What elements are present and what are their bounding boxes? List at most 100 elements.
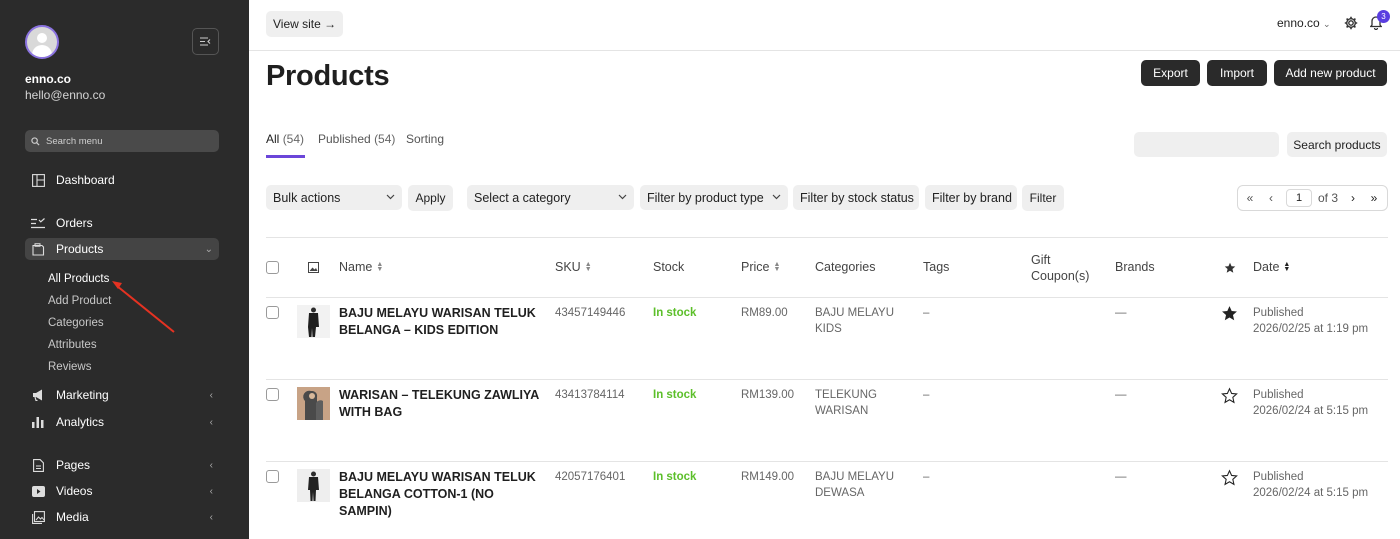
store-selector[interactable]: enno.co ⌄ (1277, 16, 1331, 30)
product-thumbnail[interactable] (297, 387, 330, 420)
sidebar-item-label: Marketing (56, 388, 109, 402)
column-label: Name (339, 260, 373, 274)
product-sku: 43413784114 (555, 389, 625, 401)
sidebar-item-videos[interactable]: Videos ‹ (25, 480, 219, 502)
page-icon (30, 457, 46, 473)
sidebar: enno.co hello@enno.co Search menu Dashbo… (0, 0, 249, 539)
chevron-down-icon (772, 194, 781, 200)
prev-page-button[interactable]: ‹ (1269, 191, 1273, 205)
sidebar-item-orders[interactable]: Orders (25, 212, 219, 234)
product-type-select[interactable]: Filter by product type (640, 185, 788, 210)
first-page-button[interactable]: « (1246, 191, 1254, 205)
bulk-actions-select[interactable]: Bulk actions (266, 185, 402, 210)
sidebar-item-label: Videos (56, 484, 93, 498)
sidebar-subitem-add-product[interactable]: Add Product (48, 295, 112, 307)
export-button[interactable]: Export (1141, 60, 1200, 86)
sidebar-subitem-all-products[interactable]: All Products (48, 273, 110, 285)
product-name-line: WARISAN – TELEKUNG ZAWLIYA (339, 388, 540, 402)
brand-select[interactable]: Filter by brand (925, 185, 1017, 210)
featured-star-icon (1224, 262, 1236, 273)
dashboard-icon (30, 172, 46, 188)
sidebar-subitem-attributes[interactable]: Attributes (48, 339, 97, 351)
featured-star-icon[interactable] (1221, 305, 1238, 322)
filter-button[interactable]: Filter (1022, 185, 1064, 211)
category-select[interactable]: Select a category (467, 185, 634, 210)
search-menu-placeholder: Search menu (46, 135, 103, 147)
tab-sorting[interactable]: Sorting (406, 132, 445, 146)
video-icon (30, 483, 46, 499)
search-menu-input[interactable]: Search menu (25, 130, 219, 152)
divider (266, 237, 1388, 238)
row-checkbox[interactable] (266, 306, 279, 319)
product-thumbnail[interactable] (297, 469, 330, 502)
page-title: Products (266, 60, 390, 92)
product-sku: 42057176401 (555, 471, 626, 483)
chevron-left-icon: ‹ (209, 511, 213, 523)
column-stock: Stock (653, 260, 685, 274)
product-date: Published 2026/02/25 at 1:19 pm (1253, 305, 1368, 337)
sidebar-subitem-reviews[interactable]: Reviews (48, 361, 92, 373)
product-categories[interactable]: TELEKUNG WARISAN (815, 387, 877, 419)
category-line: WARISAN (815, 405, 869, 417)
product-thumbnail[interactable] (297, 305, 330, 338)
chevron-down-icon: ⌄ (204, 243, 213, 255)
row-checkbox[interactable] (266, 470, 279, 483)
media-icon (30, 509, 46, 525)
star-outline-icon[interactable] (1221, 469, 1238, 486)
publish-date: 2026/02/24 at 5:15 pm (1253, 487, 1369, 499)
sidebar-item-pages[interactable]: Pages ‹ (25, 454, 219, 476)
tab-all[interactable]: All (54) (266, 132, 304, 146)
chevron-left-icon: ‹ (209, 485, 213, 497)
publish-date: 2026/02/25 at 1:19 pm (1253, 323, 1369, 335)
import-button[interactable]: Import (1207, 60, 1267, 86)
chevron-down-icon (618, 194, 627, 200)
product-type-value: Filter by product type (647, 190, 764, 205)
product-name-line: BELANGA COTTON-1 (NO SAMPIN) (339, 487, 494, 518)
last-page-button[interactable]: » (1370, 191, 1378, 205)
sidebar-item-dashboard[interactable]: Dashboard (25, 169, 219, 191)
column-brands: Brands (1115, 260, 1155, 274)
column-price[interactable]: Price ▲ ▼ (741, 260, 780, 274)
next-page-button[interactable]: › (1351, 191, 1355, 205)
stock-status-select[interactable]: Filter by stock status (793, 185, 919, 210)
star-outline-icon[interactable] (1221, 387, 1238, 404)
column-name[interactable]: Name ▲ ▼ (339, 260, 383, 274)
sidebar-item-marketing[interactable]: Marketing ‹ (25, 384, 219, 406)
bar-chart-icon (30, 414, 46, 430)
column-label: SKU (555, 260, 581, 274)
collapse-sidebar-button[interactable] (192, 28, 219, 55)
sidebar-subitem-categories[interactable]: Categories (48, 317, 104, 329)
brand-value: Filter by brand (932, 190, 1012, 205)
apply-button[interactable]: Apply (408, 185, 453, 211)
column-date[interactable]: Date ▲ ▼ (1253, 260, 1290, 274)
gear-icon[interactable] (1344, 16, 1358, 30)
column-categories: Categories (815, 260, 876, 274)
sidebar-item-media[interactable]: Media ‹ (25, 506, 219, 528)
store-name: enno.co (1277, 16, 1320, 30)
row-checkbox[interactable] (266, 388, 279, 401)
chevron-down-icon: ⌄ (1323, 19, 1331, 29)
sidebar-item-products[interactable]: Products ⌄ (25, 238, 219, 260)
product-categories[interactable]: BAJU MELAYU DEWASA (815, 469, 894, 501)
search-products-button[interactable]: Search products (1287, 132, 1387, 157)
view-site-button[interactable]: View site → (266, 11, 344, 37)
tab-published[interactable]: Published (54) (318, 132, 395, 146)
product-brands: — (1115, 307, 1127, 319)
sidebar-item-analytics[interactable]: Analytics ‹ (25, 411, 219, 433)
search-products-input[interactable] (1134, 132, 1279, 157)
select-all-checkbox[interactable] (266, 261, 279, 274)
top-bar: View site → enno.co ⌄ 3 (249, 0, 1400, 51)
active-tab-indicator (266, 155, 305, 158)
avatar[interactable] (25, 25, 59, 59)
product-name-link[interactable]: WARISAN – TELEKUNG ZAWLIYA WITH BAG (339, 387, 544, 421)
category-line: TELEKUNG (815, 389, 877, 401)
product-price: RM149.00 (741, 471, 795, 483)
page-number-input[interactable]: 1 (1286, 189, 1312, 207)
product-categories[interactable]: BAJU MELAYU KIDS (815, 305, 894, 337)
add-new-product-button[interactable]: Add new product (1274, 60, 1387, 86)
product-name-link[interactable]: BAJU MELAYU WARISAN TELUK BELANGA COTTON-… (339, 469, 544, 520)
column-label: Gift (1031, 253, 1051, 267)
product-tags: – (923, 307, 930, 319)
column-sku[interactable]: SKU ▲ ▼ (555, 260, 592, 274)
product-name-link[interactable]: BAJU MELAYU WARISAN TELUK BELANGA – KIDS … (339, 305, 544, 339)
